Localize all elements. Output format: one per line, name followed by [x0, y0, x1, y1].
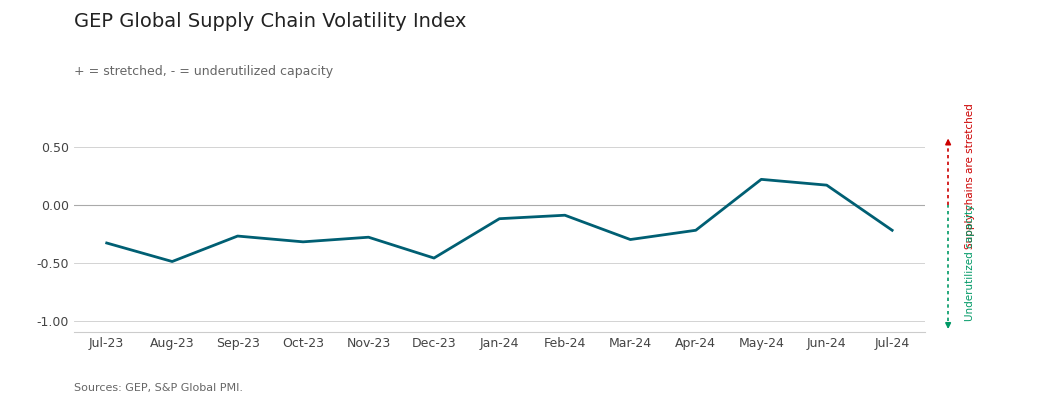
Text: GEP Global Supply Chain Volatility Index: GEP Global Supply Chain Volatility Index — [74, 12, 466, 31]
Text: Underutilized capacity: Underutilized capacity — [965, 204, 975, 321]
Text: + = stretched, - = underutilized capacity: + = stretched, - = underutilized capacit… — [74, 65, 333, 78]
Text: Sources: GEP, S&P Global PMI.: Sources: GEP, S&P Global PMI. — [74, 383, 243, 393]
Text: Supply chains are stretched: Supply chains are stretched — [965, 103, 975, 249]
